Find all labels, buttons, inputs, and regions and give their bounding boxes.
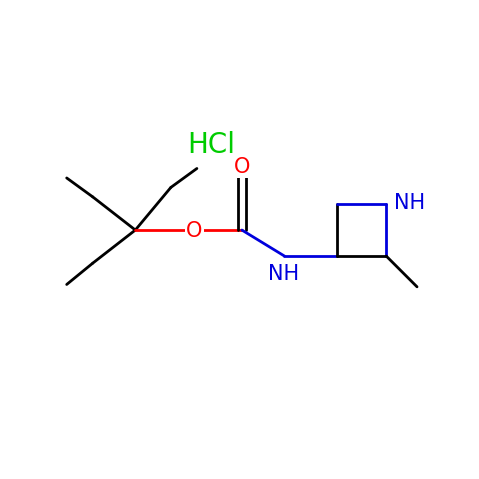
Text: O: O <box>186 221 203 241</box>
Text: NH: NH <box>268 264 299 284</box>
Text: O: O <box>234 157 250 177</box>
Text: HCl: HCl <box>187 131 235 159</box>
Text: NH: NH <box>394 193 425 213</box>
